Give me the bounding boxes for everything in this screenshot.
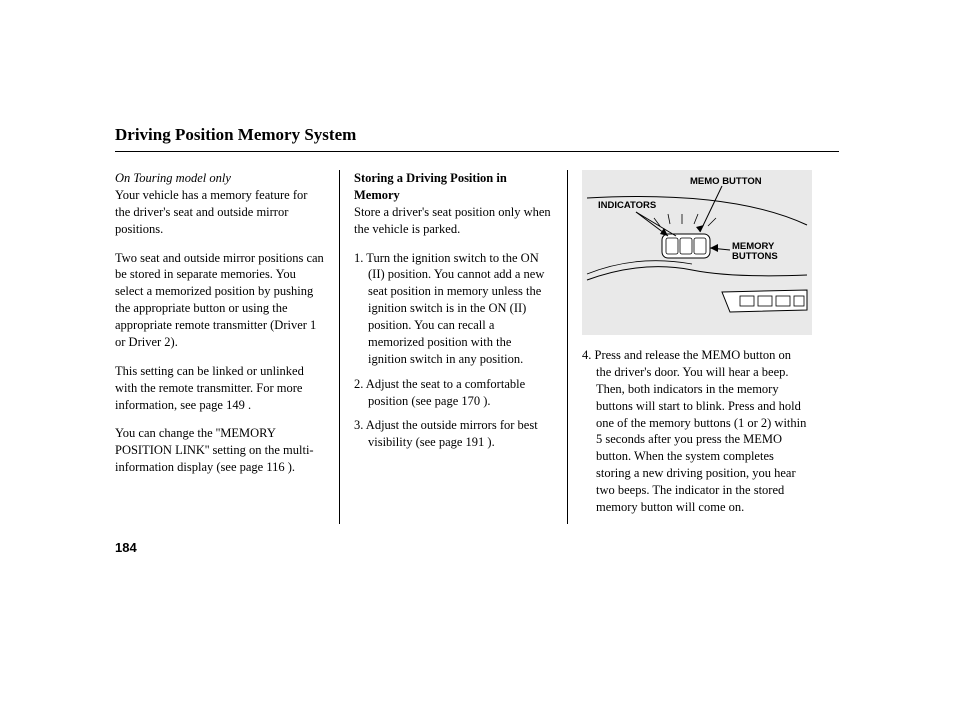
step-2: 2. Adjust the seat to a comfortable posi… xyxy=(354,376,553,410)
columns: On Touring model only Your vehicle has a… xyxy=(115,170,839,524)
page: Driving Position Memory System On Tourin… xyxy=(0,0,954,710)
column-2: Storing a Driving Position in Memory Sto… xyxy=(339,170,567,524)
column-1: On Touring model only Your vehicle has a… xyxy=(115,170,339,524)
step-3: 3. Adjust the outside mirrors for best v… xyxy=(354,417,553,451)
c1-p1: Your vehicle has a memory feature for th… xyxy=(115,187,325,238)
storing-subhead: Storing a Driving Position in Memory xyxy=(354,170,553,204)
step-4: 4. Press and release the MEMO button on … xyxy=(582,347,809,516)
title-rule xyxy=(115,151,839,152)
column-3: MEMO BUTTON INDICATORS MEMORY BUTTONS xyxy=(567,170,823,524)
c1-p3: This setting can be linked or unlinked w… xyxy=(115,363,325,414)
model-note: On Touring model only xyxy=(115,170,325,187)
page-title: Driving Position Memory System xyxy=(115,125,839,145)
step-1: 1. Turn the ignition switch to the ON (I… xyxy=(354,250,553,368)
diagram-svg xyxy=(582,170,812,335)
door-panel-diagram: MEMO BUTTON INDICATORS MEMORY BUTTONS xyxy=(582,170,812,335)
c1-p2: Two seat and outside mirror positions ca… xyxy=(115,250,325,351)
page-number: 184 xyxy=(115,540,137,555)
c1-p4: You can change the ''MEMORY POSITION LIN… xyxy=(115,425,325,476)
c2-lead: Store a driver's seat position only when… xyxy=(354,204,553,238)
